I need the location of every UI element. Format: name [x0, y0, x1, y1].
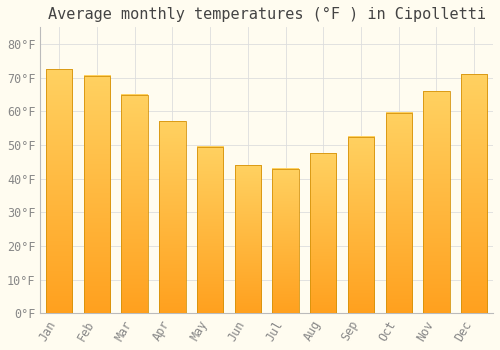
Bar [159, 121, 186, 313]
Bar [310, 153, 336, 313]
Bar [122, 94, 148, 313]
Bar [348, 136, 374, 313]
Bar [272, 169, 299, 313]
Bar [46, 69, 72, 313]
Bar [424, 91, 450, 313]
Bar [461, 75, 487, 313]
Bar [84, 76, 110, 313]
Bar [386, 113, 412, 313]
Bar [234, 165, 261, 313]
Bar [197, 147, 224, 313]
Title: Average monthly temperatures (°F ) in Cipolletti: Average monthly temperatures (°F ) in Ci… [48, 7, 486, 22]
